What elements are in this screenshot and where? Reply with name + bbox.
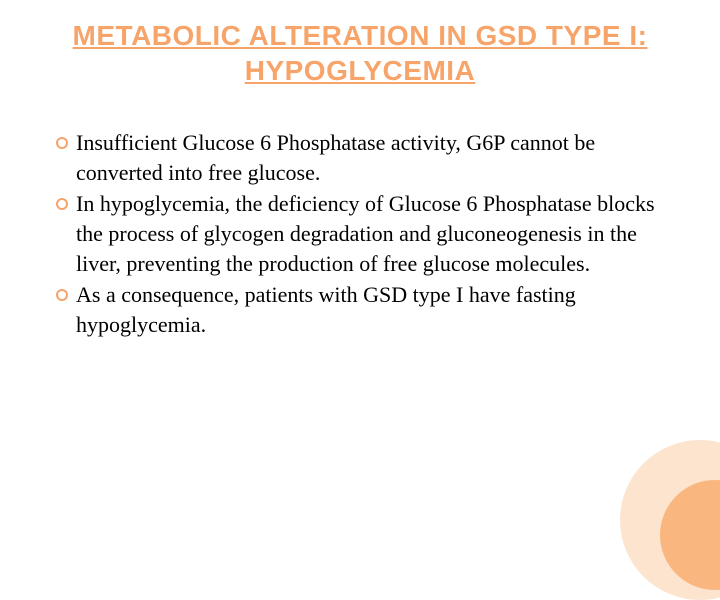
bullet-icon xyxy=(56,289,68,301)
slide-title: METABOLIC ALTERATION IN GSD TYPE I: HYPO… xyxy=(48,18,672,88)
bullet-text: In hypoglycemia, the deficiency of Gluco… xyxy=(76,189,672,278)
slide: METABOLIC ALTERATION IN GSD TYPE I: HYPO… xyxy=(0,0,720,540)
bullet-text: As a consequence, patients with GSD type… xyxy=(76,280,672,339)
list-item: In hypoglycemia, the deficiency of Gluco… xyxy=(56,189,672,278)
list-item: As a consequence, patients with GSD type… xyxy=(56,280,672,339)
bullet-icon xyxy=(56,137,68,149)
bullet-icon xyxy=(56,198,68,210)
list-item: Insufficient Glucose 6 Phosphatase activ… xyxy=(56,128,672,187)
bullet-list: Insufficient Glucose 6 Phosphatase activ… xyxy=(48,128,672,340)
bullet-text: Insufficient Glucose 6 Phosphatase activ… xyxy=(76,128,672,187)
